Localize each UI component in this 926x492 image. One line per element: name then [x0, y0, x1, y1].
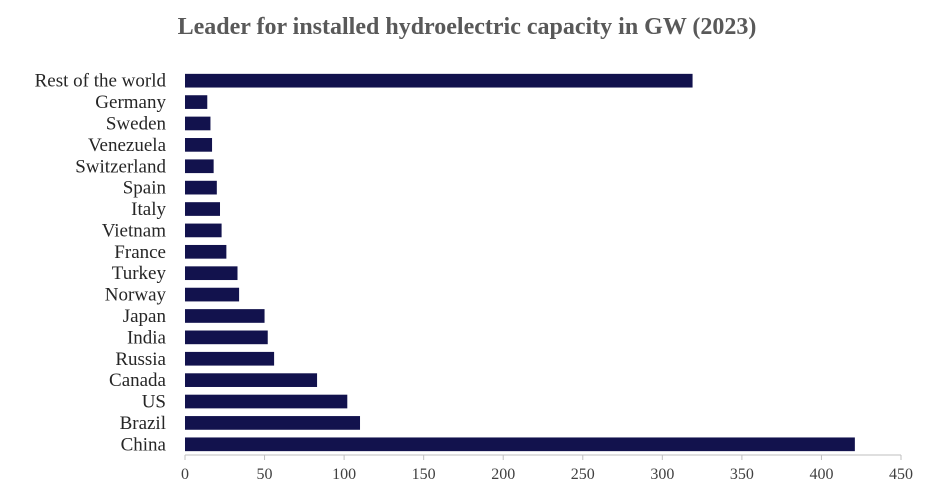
x-axis-ticks: 0 50 100 150 200 250 300 350 400 450 [181, 455, 913, 483]
bar-switzerland [185, 159, 214, 174]
category-label-turkey: Turkey [112, 263, 167, 284]
category-label-us: US [142, 392, 166, 413]
bar-vietnam [185, 223, 222, 238]
category-label-france: France [114, 242, 166, 263]
bar-us [185, 394, 348, 409]
bar-brazil [185, 416, 361, 430]
category-label-norway: Norway [105, 285, 167, 306]
bar-china [185, 437, 855, 452]
category-label-brazil: Brazil [120, 413, 166, 434]
bar-italy [185, 202, 221, 216]
category-label-rest-of-the-world: Rest of the world [35, 71, 167, 92]
category-label-canada: Canada [109, 370, 167, 391]
category-label-venezuela: Venezuela [88, 135, 167, 156]
bar-france [185, 244, 227, 259]
chart-title: Leader for installed hydroelectric capac… [178, 14, 757, 40]
x-tick-label-250: 250 [571, 466, 595, 483]
bar-rest-of-the-world [185, 73, 693, 88]
category-label-sweden: Sweden [106, 113, 167, 134]
category-label-italy: Italy [131, 199, 166, 220]
bar-canada [185, 373, 318, 387]
bar-india [185, 330, 268, 345]
x-tick-label-0: 0 [181, 466, 189, 483]
bar-spain [185, 180, 217, 195]
category-label-vietnam: Vietnam [102, 220, 167, 241]
category-label-germany: Germany [95, 92, 166, 113]
category-label-china: China [121, 434, 167, 455]
bar-norway [185, 287, 240, 302]
category-label-russia: Russia [115, 349, 166, 370]
x-tick-label-50: 50 [257, 466, 273, 483]
x-tick-label-200: 200 [491, 466, 515, 483]
x-tick-label-400: 400 [809, 466, 833, 483]
bar-turkey [185, 266, 238, 281]
category-label-spain: Spain [123, 178, 167, 199]
x-tick-label-150: 150 [412, 466, 436, 483]
category-label-japan: Japan [123, 306, 167, 327]
bar-russia [185, 351, 275, 366]
category-label-india: India [127, 327, 167, 348]
bar-japan [185, 309, 265, 323]
x-tick-label-450: 450 [889, 466, 913, 483]
x-tick-label-300: 300 [650, 466, 674, 483]
bar-germany [185, 95, 208, 109]
category-label-switzerland: Switzerland [75, 156, 166, 177]
bar-venezuela [185, 138, 213, 152]
bars-group [185, 73, 855, 452]
bar-sweden [185, 116, 211, 131]
x-tick-label-350: 350 [730, 466, 754, 483]
x-tick-label-100: 100 [332, 466, 356, 483]
category-labels: Rest of the worldGermanySwedenVenezuelaS… [35, 71, 167, 456]
